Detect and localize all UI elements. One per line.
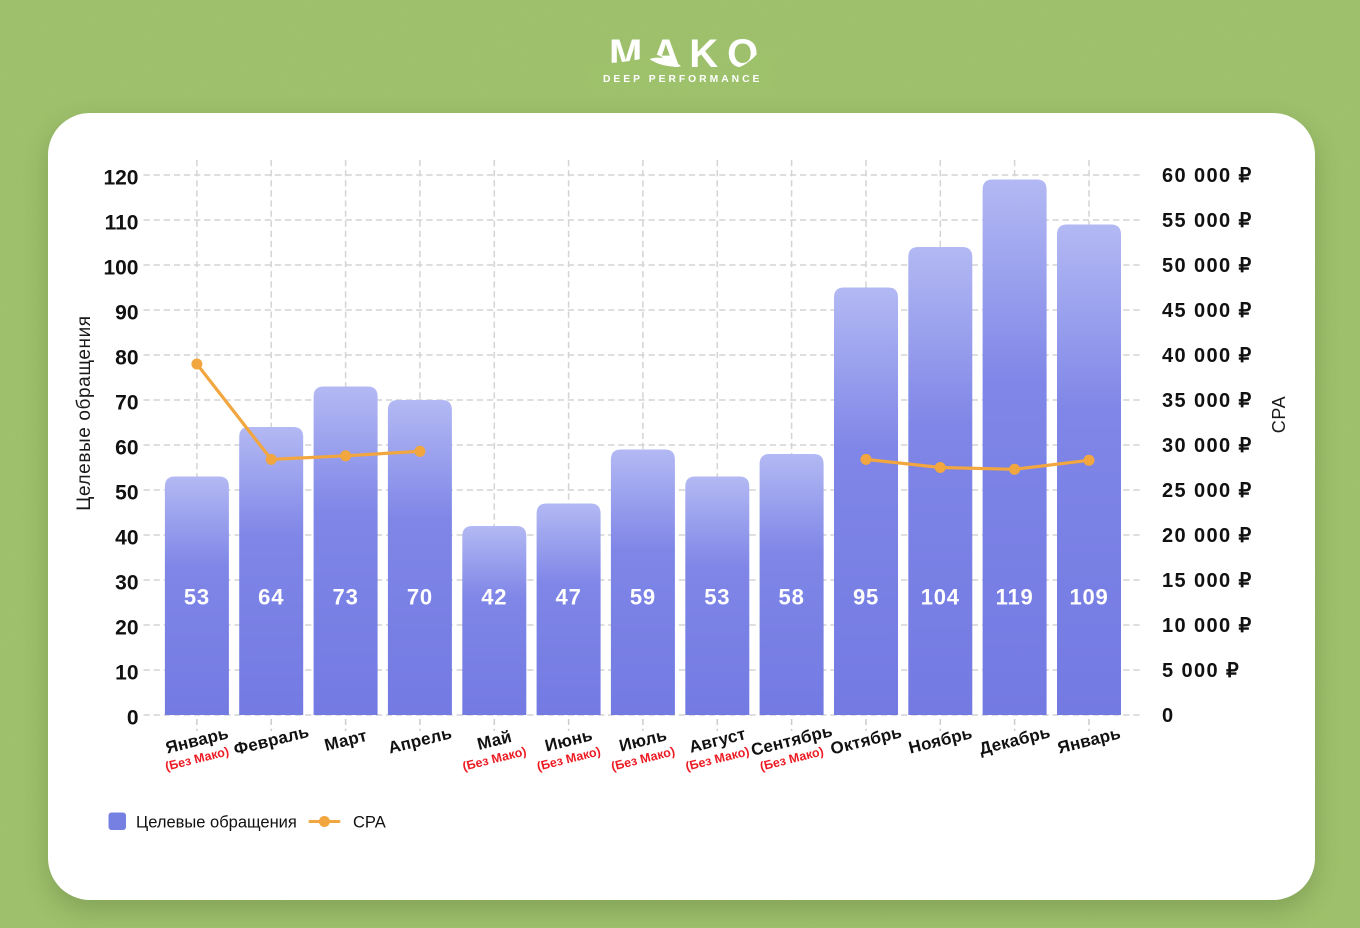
svg-text:70: 70 <box>115 391 138 414</box>
svg-text:20 000 ₽: 20 000 ₽ <box>1162 525 1253 547</box>
svg-text:25 000 ₽: 25 000 ₽ <box>1162 480 1253 502</box>
svg-text:59: 59 <box>630 585 656 610</box>
svg-text:45 000 ₽: 45 000 ₽ <box>1162 300 1253 322</box>
svg-text:70: 70 <box>407 585 433 610</box>
svg-text:30 000 ₽: 30 000 ₽ <box>1162 435 1253 457</box>
svg-text:104: 104 <box>921 585 960 610</box>
svg-text:40 000 ₽: 40 000 ₽ <box>1162 345 1253 367</box>
svg-text:Ноябрь: Ноябрь <box>907 723 975 757</box>
svg-text:Целевые обращения: Целевые обращения <box>74 315 95 510</box>
svg-text:Целевые обращения: Целевые обращения <box>136 814 297 832</box>
svg-text:10 000 ₽: 10 000 ₽ <box>1162 615 1253 637</box>
svg-text:50: 50 <box>115 481 138 504</box>
svg-text:Декабрь: Декабрь <box>977 722 1052 758</box>
svg-text:64: 64 <box>258 585 284 610</box>
svg-text:5 000 ₽: 5 000 ₽ <box>1162 660 1240 682</box>
svg-text:20: 20 <box>115 616 138 639</box>
svg-text:10: 10 <box>115 661 138 684</box>
svg-text:CPA: CPA <box>353 814 386 832</box>
svg-text:30: 30 <box>115 571 138 594</box>
svg-text:0: 0 <box>1162 705 1175 727</box>
svg-text:95: 95 <box>853 585 879 610</box>
svg-text:90: 90 <box>115 301 138 324</box>
svg-text:73: 73 <box>333 585 359 610</box>
svg-text:53: 53 <box>184 585 210 610</box>
svg-text:60 000 ₽: 60 000 ₽ <box>1162 165 1253 187</box>
svg-text:Апрель: Апрель <box>386 723 454 757</box>
svg-text:110: 110 <box>105 211 139 234</box>
svg-text:47: 47 <box>556 585 582 610</box>
svg-text:120: 120 <box>103 166 138 189</box>
svg-text:119: 119 <box>996 585 1034 610</box>
svg-text:42: 42 <box>481 585 507 610</box>
svg-text:Март: Март <box>323 726 369 755</box>
svg-text:Октябрь: Октябрь <box>829 722 904 758</box>
svg-text:53: 53 <box>704 585 730 610</box>
svg-text:Февраль: Февраль <box>232 722 311 759</box>
svg-text:0: 0 <box>127 706 139 729</box>
svg-text:100: 100 <box>103 256 138 279</box>
svg-text:CPA: CPA <box>1269 396 1289 433</box>
svg-text:60: 60 <box>115 436 138 459</box>
svg-text:35 000 ₽: 35 000 ₽ <box>1162 390 1253 412</box>
svg-text:55 000 ₽: 55 000 ₽ <box>1162 210 1253 232</box>
svg-text:80: 80 <box>115 346 138 369</box>
svg-text:40: 40 <box>115 526 138 549</box>
svg-text:Январь: Январь <box>1056 724 1123 758</box>
svg-text:15 000 ₽: 15 000 ₽ <box>1162 570 1253 592</box>
svg-text:109: 109 <box>1069 585 1108 610</box>
svg-text:50 000 ₽: 50 000 ₽ <box>1162 255 1253 277</box>
svg-text:58: 58 <box>779 585 805 610</box>
